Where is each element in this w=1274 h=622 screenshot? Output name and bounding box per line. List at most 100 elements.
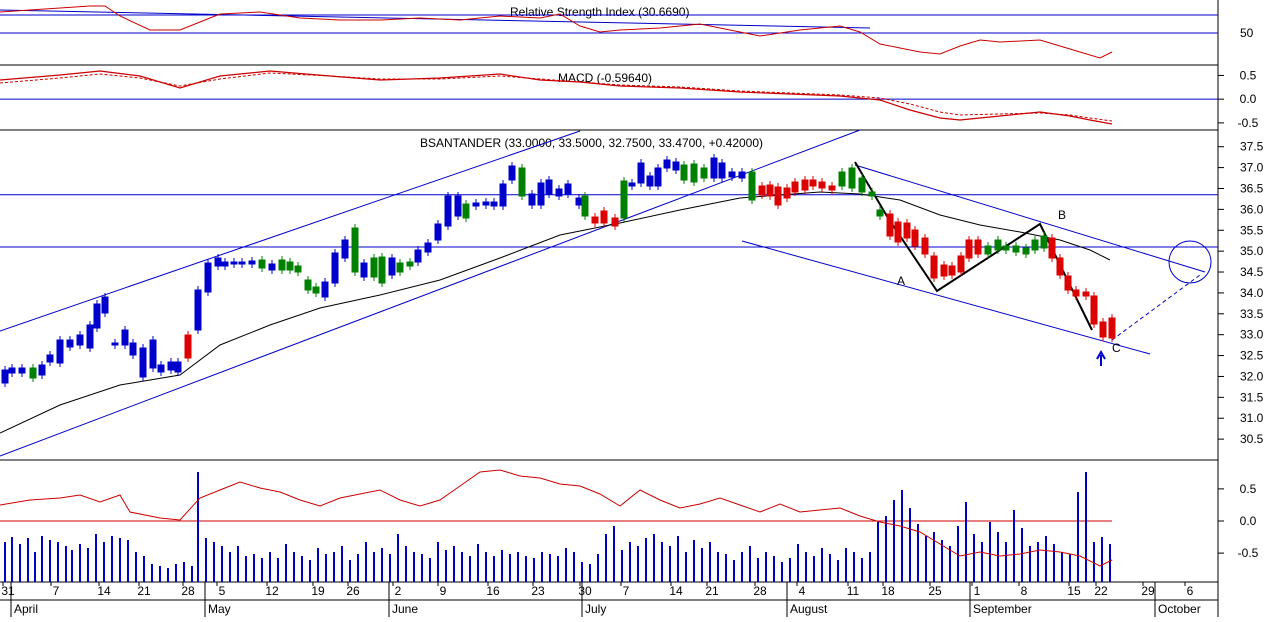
candle-body	[499, 183, 507, 207]
down-channel-upper	[854, 164, 1206, 273]
candle-body	[76, 334, 84, 346]
wave-label: B	[1058, 208, 1066, 222]
moving-average-line	[0, 191, 1111, 434]
candle-body	[994, 239, 1002, 251]
candle-body	[1099, 321, 1107, 338]
candle-body	[984, 245, 992, 255]
candle-body	[1012, 245, 1020, 253]
target-circle	[1168, 240, 1212, 284]
rsi-panel	[0, 5, 1218, 59]
candle-body	[1048, 237, 1056, 259]
candle-body	[221, 261, 229, 267]
macd-title: MACD (-0.59640)	[558, 71, 652, 85]
month-label: May	[208, 602, 231, 616]
candle-body	[149, 339, 157, 369]
candle-body	[86, 324, 94, 349]
month-label: June	[392, 602, 418, 616]
candle-body	[370, 257, 378, 278]
candle-body	[528, 193, 536, 206]
price-tick-label: 37.0	[1240, 161, 1264, 175]
candle-body	[766, 184, 774, 197]
candle-body	[38, 364, 46, 376]
macd-tick-label: -0.5	[1238, 116, 1259, 130]
candle-body	[462, 203, 470, 219]
candle-body	[321, 281, 329, 298]
candle-body	[783, 187, 791, 199]
day-label: 8	[1021, 584, 1028, 598]
candle-body	[876, 209, 884, 217]
candle-body	[564, 183, 572, 195]
candle-body	[575, 197, 583, 206]
candle-body	[903, 222, 911, 239]
candle-body	[1, 369, 9, 384]
x-axis: 31 7 14 21 28 5 12 19 26 2 9 16 23 30 7 14 21 28 4 11 18 25 1 8…	[1, 582, 1201, 617]
candle-body	[611, 217, 619, 227]
panel-frames	[0, 0, 1219, 617]
candle-body	[957, 255, 965, 273]
candle-body	[482, 201, 490, 206]
rsi-line	[0, 5, 1113, 59]
candle-body	[8, 367, 16, 374]
day-label: 2	[395, 584, 402, 598]
candle-body	[801, 179, 809, 191]
day-label: 9	[440, 584, 447, 598]
day-label: 25	[928, 584, 942, 598]
wave-label: C	[1112, 341, 1121, 355]
volume-panel	[0, 469, 1113, 582]
month-label: September	[973, 602, 1032, 616]
candle-body	[809, 179, 817, 187]
candle-body	[774, 186, 782, 206]
rsi-title: Relative Strength Index (30.6690)	[510, 5, 689, 19]
candle-body	[444, 195, 452, 227]
candle-body	[129, 342, 137, 356]
day-label: 7	[623, 584, 630, 598]
month-label: October	[1158, 602, 1201, 616]
candle-body	[331, 252, 339, 284]
candle-body	[204, 262, 212, 293]
day-label: 12	[265, 584, 279, 598]
price-tick-label: 35.0	[1240, 244, 1264, 258]
candle-body	[1002, 245, 1010, 251]
candle-body	[965, 239, 973, 259]
day-label: 29	[1141, 584, 1155, 598]
day-label: 28	[753, 584, 767, 598]
candle-body	[628, 182, 636, 187]
rsi-tick-label: 50	[1240, 26, 1254, 40]
macd-tick-label: 0.0	[1240, 92, 1257, 106]
day-label: 14	[97, 584, 111, 598]
price-title: BSANTANDER (33.0000, 33.5000, 32.7500, 3…	[420, 136, 763, 150]
day-label: 16	[486, 584, 500, 598]
candle-body	[230, 261, 238, 265]
candle-body	[508, 165, 516, 181]
macd-signal-line	[0, 72, 1113, 122]
candle-body	[518, 167, 526, 197]
volume-tick-label: -0.5	[1238, 546, 1259, 560]
candle-body	[29, 367, 37, 379]
price-tick-label: 32.5	[1240, 349, 1264, 363]
day-label: 11	[847, 584, 860, 598]
candle-body	[654, 167, 662, 187]
day-label: 23	[531, 584, 545, 598]
candle-body	[304, 279, 312, 291]
down-channel-lower	[741, 240, 1151, 355]
macd-panel	[0, 70, 1218, 125]
candle-body	[1064, 275, 1072, 291]
candle-body	[1040, 235, 1048, 249]
candle-body	[351, 227, 359, 273]
candle-body	[930, 255, 938, 279]
price-tick-label: 32.0	[1240, 369, 1264, 383]
price-tick-label: 34.5	[1240, 265, 1264, 279]
candle-body	[121, 329, 129, 346]
candle-body	[194, 289, 202, 331]
candle-body	[838, 171, 846, 187]
candle-body	[848, 167, 856, 189]
candle-body	[238, 261, 246, 265]
price-tick-label: 33.5	[1240, 307, 1264, 321]
day-label: 15	[1067, 584, 1081, 598]
candle-body	[858, 177, 866, 193]
y-axis-ticks: 50 0.5 0.0 -0.5 37.5 37.0 36.5 36.0 35.5 35.0 34.5…	[1218, 26, 1264, 560]
candle-body	[828, 185, 836, 191]
candle-body	[1031, 239, 1039, 251]
